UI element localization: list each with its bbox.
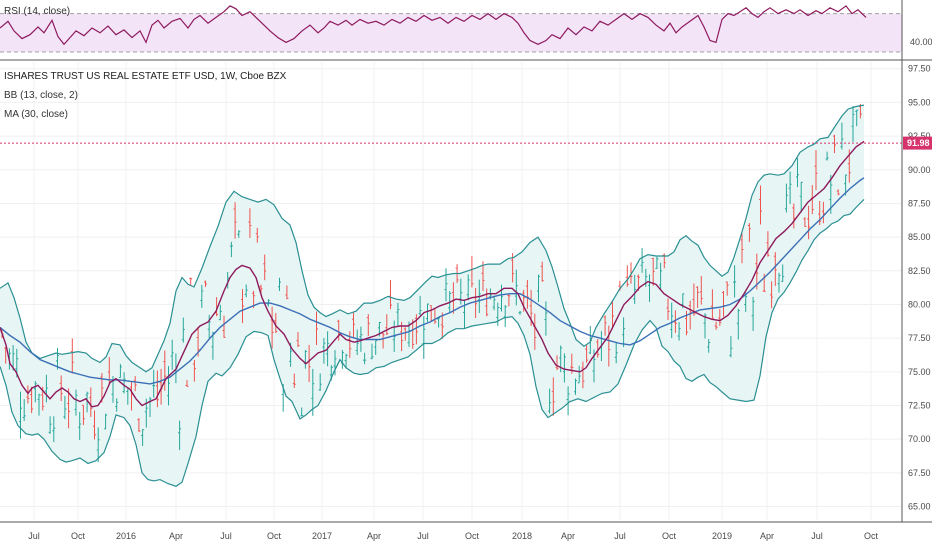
x-tick-label: Oct <box>71 531 86 541</box>
last-price-label: 91.98 <box>907 138 930 148</box>
ma-line <box>0 177 865 385</box>
bb-lower-line <box>0 198 865 487</box>
y-tick-label: 65.00 <box>908 502 931 512</box>
y-tick-label: 80.00 <box>908 299 931 309</box>
rsi-legend: RSI (14, close) <box>4 6 70 17</box>
bb-upper-line <box>0 104 865 373</box>
x-tick-label: Apr <box>561 531 575 541</box>
x-tick-label: 2019 <box>712 531 732 541</box>
price-axis[interactable]: 65.00 67.50 70.00 72.50 75.00 77.50 80.00 82.50… <box>908 64 931 512</box>
x-tick-label: Oct <box>465 531 480 541</box>
chart-title: ISHARES TRUST US REAL ESTATE ETF USD, 1W… <box>4 71 287 82</box>
y-tick-label: 95.00 <box>908 97 931 107</box>
last-price-badge <box>903 136 932 150</box>
rsi-band <box>0 13 902 53</box>
x-tick-label: Oct <box>267 531 282 541</box>
y-tick-label: 92.50 <box>908 131 931 141</box>
y-tick-label: 77.50 <box>908 333 931 343</box>
x-tick-label: 2018 <box>512 531 532 541</box>
last-price-tag: 91.98 <box>903 136 932 150</box>
x-tick-label: Apr <box>169 531 183 541</box>
x-tick-label: Oct <box>864 531 879 541</box>
x-tick-label: Apr <box>760 531 774 541</box>
y-tick-label: 75.00 <box>908 367 931 377</box>
y-tick-label: 85.00 <box>908 232 931 242</box>
y-tick-label: 70.00 <box>908 434 931 444</box>
bb-fill <box>0 105 864 487</box>
y-tick-label: 97.50 <box>908 64 931 74</box>
x-tick-label: Jul <box>417 531 429 541</box>
bb-legend: BB (13, close, 2) <box>4 90 78 101</box>
y-tick-label: 87.50 <box>908 198 931 208</box>
x-tick-label: 2017 <box>312 531 332 541</box>
time-axis[interactable]: Jul Oct 2016 Apr Jul Oct 2017 Apr Jul Oct 2018 Apr J… <box>28 531 878 541</box>
y-tick-label: 67.50 <box>908 468 931 478</box>
y-tick-label: 72.50 <box>908 401 931 411</box>
y-tick-label: 82.50 <box>908 266 931 276</box>
x-tick-label: Jul <box>28 531 40 541</box>
rsi-panel <box>0 5 902 53</box>
x-tick-label: Jul <box>614 531 626 541</box>
rsi-tick-label: 40.00 <box>910 37 932 47</box>
rsi-line <box>0 5 867 46</box>
ma-legend: MA (30, close) <box>4 109 68 120</box>
x-tick-label: Apr <box>367 531 381 541</box>
x-tick-label: Jul <box>220 531 232 541</box>
bb-basis-line <box>0 140 865 408</box>
x-tick-label: 2016 <box>116 531 136 541</box>
x-tick-label: Jul <box>811 531 823 541</box>
y-tick-label: 90.00 <box>908 165 931 175</box>
x-tick-label: Oct <box>662 531 677 541</box>
